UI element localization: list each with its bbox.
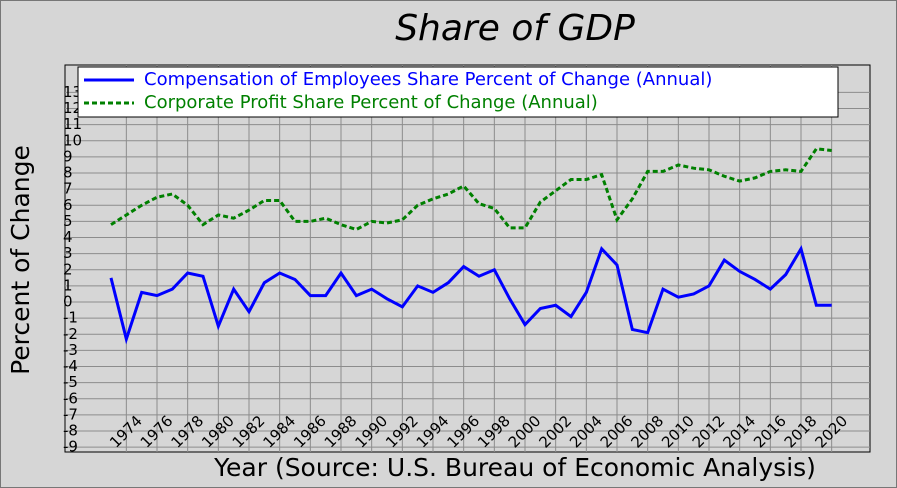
y-tick-label: 5 [63,212,73,230]
y-tick-label: 1 [63,276,73,294]
legend-label: Corporate Profit Share Percent of Change… [144,92,598,113]
y-tick-label: -6 [63,389,78,407]
y-tick-label: 4 [63,228,73,246]
y-tick-label: 12 [63,99,82,117]
y-tick-label: -9 [63,438,78,456]
y-tick-label: -5 [63,373,78,391]
y-tick-label: 13 [63,83,82,101]
y-tick-label: 2 [63,260,73,278]
y-tick-label: 7 [63,180,73,198]
y-tick-label: -2 [63,325,78,343]
y-tick-label: 9 [63,147,73,165]
chart-title: Share of GDP [395,8,635,49]
y-tick-label: -1 [63,309,78,327]
y-axis-label: Percent of Change [6,145,35,375]
y-tick-label: 6 [63,196,73,214]
line-series [110,147,832,232]
legend-box [77,66,839,118]
y-tick-label: -7 [63,405,78,423]
line-series [109,245,832,345]
y-tick-label: 11 [63,115,82,133]
y-tick-label: 8 [63,164,73,182]
y-tick-label: -4 [63,357,78,375]
y-tick-label: -3 [63,341,78,359]
legend-label: Compensation of Employees Share Percent … [144,69,712,90]
x-axis-label: Year (Source: U.S. Bureau of Economic An… [213,453,816,482]
y-tick-label: 0 [63,293,73,311]
y-tick-label: 10 [63,131,82,149]
plot-area [64,64,871,453]
y-tick-label: 3 [63,244,73,262]
y-tick-label: -8 [63,422,78,440]
